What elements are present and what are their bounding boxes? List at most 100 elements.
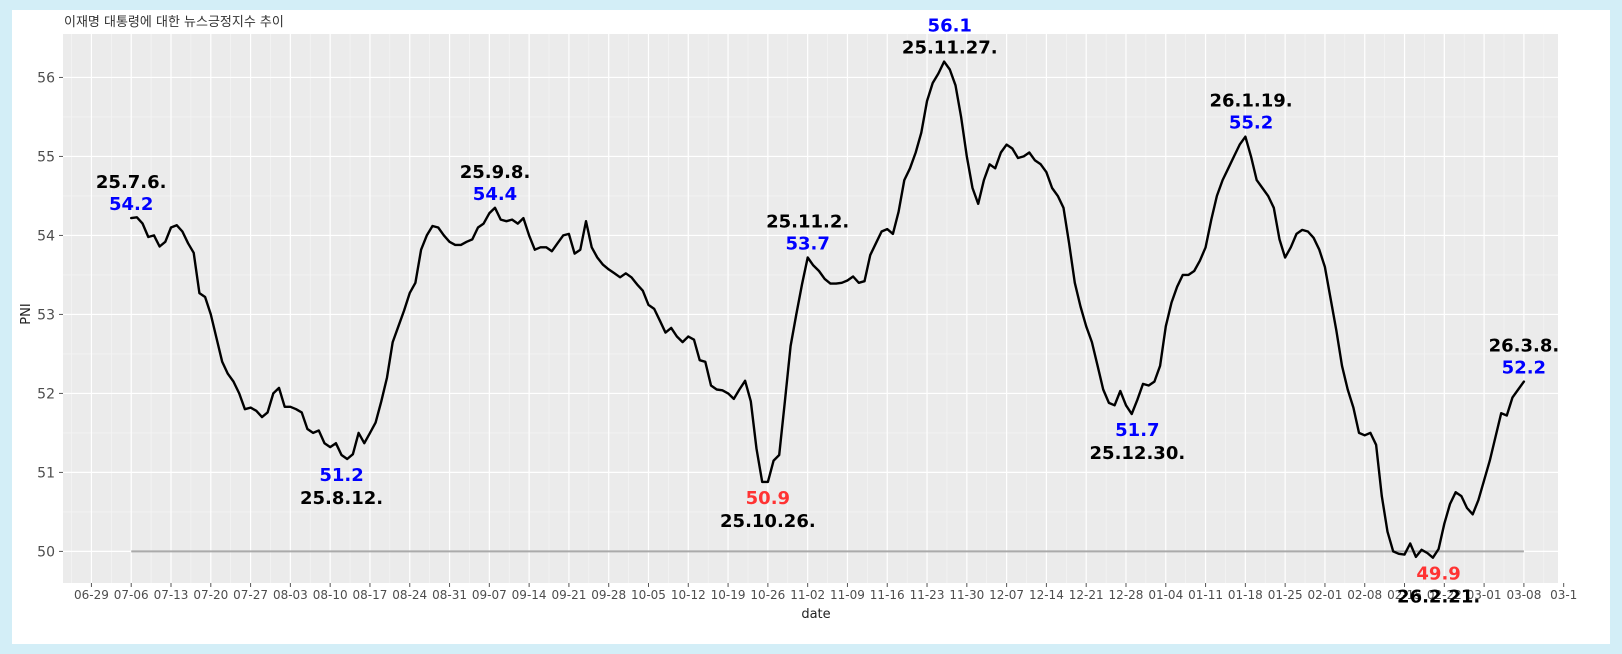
series-point (812, 264, 815, 267)
series-point (1210, 218, 1213, 221)
series-point (1289, 246, 1292, 249)
series-point (1295, 233, 1298, 235)
series-point (488, 212, 491, 215)
series-point (1432, 556, 1434, 559)
series-point (954, 84, 957, 87)
series-point (1420, 548, 1423, 551)
x-tick-label: 01-25 (1268, 588, 1303, 602)
series-point (784, 400, 786, 403)
series-point (545, 246, 548, 249)
series-point (1073, 281, 1076, 284)
series-point (835, 282, 837, 285)
series-point (1125, 404, 1127, 407)
series-point (1488, 459, 1491, 462)
series-point (1318, 248, 1321, 251)
series-point (1079, 305, 1082, 308)
series-point (346, 458, 349, 460)
x-tick-label: 03-01 (1467, 588, 1502, 602)
series-point (795, 313, 798, 316)
series-point (232, 380, 235, 383)
series-point (533, 248, 536, 251)
series-point (710, 384, 712, 387)
series-point (1028, 151, 1031, 154)
series-point (272, 392, 275, 395)
series-point (289, 405, 292, 408)
series-point (1426, 552, 1429, 554)
series-point (727, 392, 729, 395)
series-point (937, 72, 940, 75)
series-point (1017, 157, 1019, 159)
series-point (1005, 143, 1008, 146)
series-point (846, 279, 849, 282)
x-tick-label: 09-14 (512, 588, 547, 602)
series-point (1267, 195, 1269, 197)
x-tick-label: 11-09 (830, 588, 865, 602)
series-point (403, 309, 405, 312)
series-point (1352, 406, 1355, 409)
series-point (863, 280, 866, 283)
series-point (1494, 436, 1497, 438)
x-tick-label: 09-28 (591, 588, 626, 602)
series-point (1261, 187, 1264, 189)
series-point (1153, 380, 1156, 383)
series-point (471, 238, 474, 241)
series-point (1437, 548, 1440, 550)
series-point (306, 428, 309, 430)
x-tick-label: 08-03 (273, 588, 308, 602)
series-point (943, 60, 945, 63)
series-point (317, 429, 320, 432)
x-tick-label: 02-22 (1427, 588, 1462, 602)
x-axis-title: date (801, 607, 830, 622)
x-tick-label: 03-1 (1550, 588, 1577, 602)
series-point (659, 319, 661, 322)
series-point (1187, 274, 1190, 276)
series-point (1119, 390, 1122, 392)
series-point (244, 408, 246, 411)
series-point (164, 240, 167, 243)
series-point (482, 222, 485, 225)
y-tick-label: 54 (37, 228, 55, 244)
x-tick-label: 12-07 (989, 588, 1024, 602)
series-point (1085, 325, 1088, 328)
series-point (198, 292, 201, 294)
series-point (1375, 443, 1377, 446)
series-point (499, 218, 502, 221)
series-point (278, 387, 280, 389)
series-point (749, 400, 752, 403)
series-point (192, 251, 195, 254)
annotation-date: 25.11.2. (766, 212, 849, 233)
series-point (1341, 364, 1343, 367)
series-point (715, 388, 718, 391)
series-point (209, 313, 212, 316)
series-point (357, 432, 360, 434)
series-point (443, 234, 445, 237)
series-point (204, 296, 207, 298)
series-point (369, 432, 371, 434)
annotation-date: 26.3.8. (1489, 336, 1560, 357)
series-point (852, 275, 854, 278)
series-point (1307, 230, 1309, 233)
annotation-value: 51.2 (319, 465, 363, 486)
series-point (1181, 274, 1184, 276)
series-point (1221, 179, 1224, 182)
series-point (909, 167, 911, 170)
series-point (1255, 179, 1258, 182)
series-point (755, 447, 758, 450)
series-point (738, 388, 741, 391)
x-tick-label: 11-16 (870, 588, 905, 602)
series-point (1011, 147, 1014, 150)
series-point (477, 226, 479, 229)
series-point (778, 454, 781, 456)
series-point (772, 459, 775, 462)
series-point (1329, 297, 1332, 300)
series-point (215, 337, 218, 339)
annotation-value: 51.7 (1115, 420, 1159, 441)
series-point (181, 230, 184, 233)
series-point (352, 453, 354, 456)
series-point (761, 481, 764, 483)
series-point (1068, 242, 1070, 245)
x-tick-label: 01-11 (1188, 588, 1223, 602)
x-tick-label: 02-08 (1347, 588, 1382, 602)
series-point (926, 100, 928, 102)
series-point (363, 442, 366, 445)
